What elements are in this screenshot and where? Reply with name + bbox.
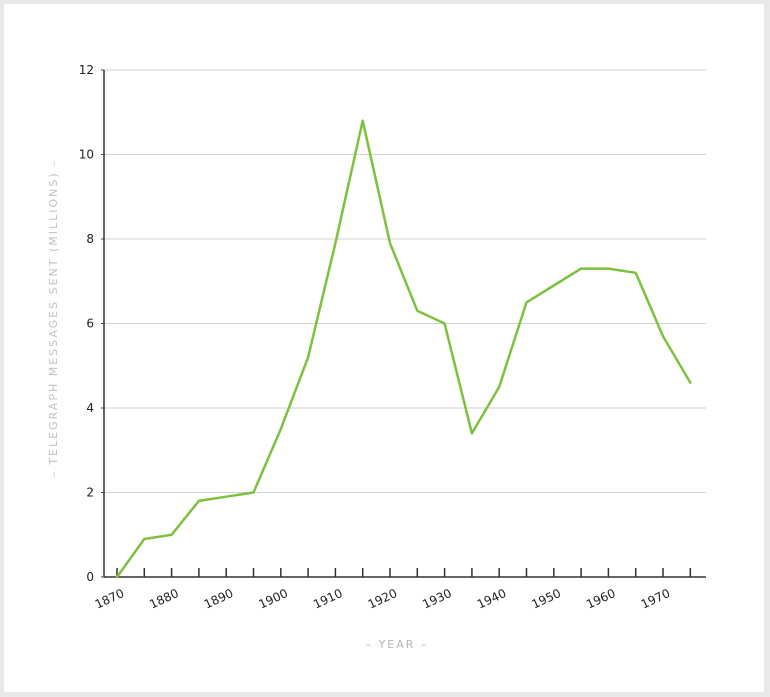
y-axis-label: – TELEGRAPH MESSAGES SENT (MILLIONS) – bbox=[47, 158, 60, 477]
x-tick-label: 1950 bbox=[529, 586, 563, 612]
x-tick-label: 1960 bbox=[584, 586, 618, 612]
x-tick-label: 1940 bbox=[475, 586, 509, 612]
y-tick-label: 8 bbox=[86, 232, 94, 246]
y-tick-label: 10 bbox=[79, 148, 94, 162]
y-tick-label: 4 bbox=[86, 401, 94, 415]
x-tick-label: 1920 bbox=[366, 586, 400, 612]
x-tick-label: 1910 bbox=[311, 586, 345, 612]
y-axis-ticks: 0 2 4 6 8 10 12 bbox=[79, 63, 104, 584]
y-tick-label: 2 bbox=[86, 486, 94, 500]
gridlines bbox=[104, 69, 706, 493]
y-tick-label: 12 bbox=[79, 63, 94, 77]
x-tick-label: 1900 bbox=[256, 586, 290, 612]
y-tick-label: 6 bbox=[86, 317, 94, 331]
x-tick-label: 1880 bbox=[147, 586, 181, 612]
x-tick-label: 1970 bbox=[639, 586, 673, 612]
x-tick-label: 1930 bbox=[420, 586, 454, 612]
x-axis-ticks: 1870 1880 1890 1900 1910 1920 1930 1940 1950 1960… bbox=[93, 568, 692, 612]
x-tick-label: 1870 bbox=[93, 586, 127, 612]
x-tick-label: 1890 bbox=[202, 586, 236, 612]
x-axis-label: – YEAR – bbox=[366, 638, 429, 651]
series-line bbox=[115, 119, 692, 579]
series-layer bbox=[115, 119, 692, 579]
y-tick-label: 0 bbox=[86, 570, 94, 584]
